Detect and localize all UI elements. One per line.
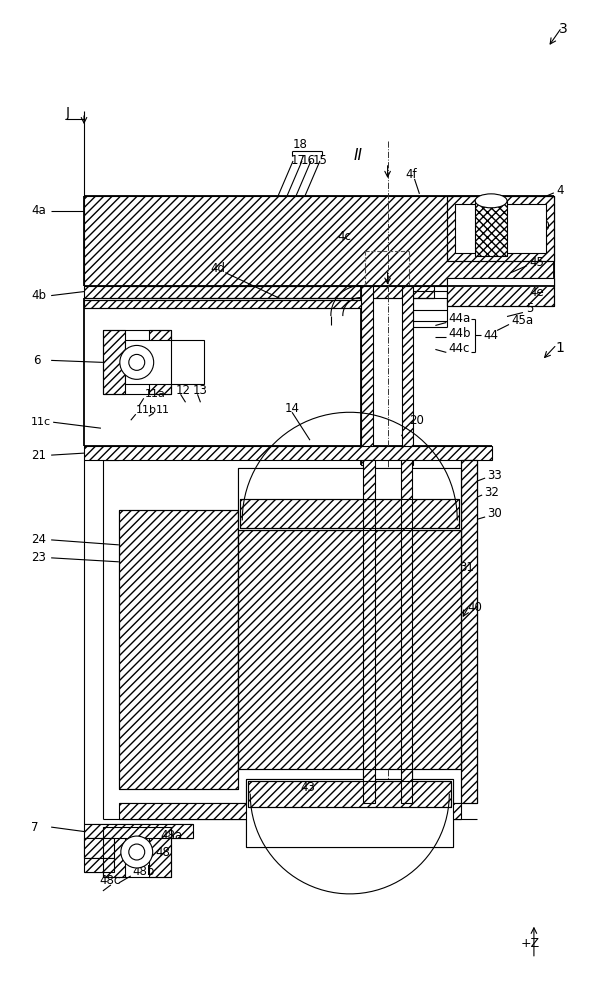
Bar	[84, 838, 114, 858]
Text: 48: 48	[156, 846, 171, 859]
Bar	[447, 196, 554, 261]
Text: 10: 10	[536, 220, 551, 233]
Text: 11c: 11c	[31, 417, 51, 427]
Bar	[246, 779, 453, 847]
Text: J: J	[66, 106, 70, 120]
Text: 12: 12	[175, 384, 191, 397]
Bar	[401, 286, 413, 465]
Bar	[84, 300, 363, 308]
Bar	[447, 278, 554, 306]
Bar	[456, 204, 546, 253]
Bar	[400, 460, 412, 803]
Text: 44a: 44a	[448, 312, 471, 325]
Bar	[103, 827, 171, 877]
Circle shape	[121, 836, 153, 868]
Text: 33: 33	[487, 469, 502, 482]
Text: 23: 23	[31, 551, 46, 564]
Circle shape	[129, 354, 145, 370]
Text: 13: 13	[192, 384, 207, 397]
Text: 4d: 4d	[210, 262, 225, 275]
Ellipse shape	[475, 194, 507, 208]
Bar	[103, 330, 125, 394]
Text: 1: 1	[556, 341, 565, 355]
Bar	[248, 781, 451, 807]
Text: 4f: 4f	[406, 168, 417, 181]
Bar	[461, 460, 477, 803]
Bar	[84, 446, 492, 460]
Text: 18: 18	[293, 138, 308, 151]
Bar	[361, 286, 373, 465]
Text: 43: 43	[300, 781, 315, 794]
Text: 4c: 4c	[338, 230, 352, 243]
Bar	[148, 330, 171, 394]
Bar	[461, 460, 477, 803]
Text: 11: 11	[156, 405, 169, 415]
Text: 45a: 45a	[511, 314, 533, 327]
Circle shape	[129, 844, 145, 860]
Text: 5: 5	[526, 302, 533, 315]
Bar	[248, 781, 451, 807]
Bar	[119, 510, 238, 789]
Text: 48c: 48c	[99, 874, 120, 887]
Text: 21: 21	[31, 449, 46, 462]
Text: 14: 14	[285, 402, 300, 415]
Text: 19: 19	[534, 237, 549, 250]
Text: II: II	[354, 148, 363, 163]
Bar	[238, 530, 461, 769]
Bar	[119, 803, 461, 819]
Text: 24: 24	[31, 533, 46, 546]
Bar	[103, 827, 125, 877]
Bar	[240, 499, 459, 528]
Bar	[148, 827, 171, 877]
Text: 48a: 48a	[160, 829, 183, 842]
Bar	[119, 510, 238, 789]
Bar	[475, 201, 507, 256]
Text: 16: 16	[301, 154, 316, 167]
Bar	[84, 196, 554, 286]
Text: 15: 15	[313, 154, 328, 167]
Bar	[238, 530, 461, 769]
Text: 6: 6	[33, 354, 41, 367]
Text: 44c: 44c	[448, 342, 470, 355]
Text: 3: 3	[559, 22, 567, 36]
Text: 4: 4	[557, 184, 564, 197]
Bar	[240, 499, 459, 528]
Text: 17: 17	[291, 154, 306, 167]
Circle shape	[120, 345, 154, 379]
Text: 44b: 44b	[448, 327, 471, 340]
Bar	[363, 460, 374, 803]
Text: 19a: 19a	[523, 204, 545, 217]
Text: +Z: +Z	[521, 937, 540, 950]
Bar	[447, 278, 554, 306]
Bar	[125, 340, 204, 384]
Text: 45: 45	[529, 256, 544, 269]
Text: 4e: 4e	[529, 286, 544, 299]
Text: 40: 40	[467, 601, 482, 614]
Bar	[84, 858, 114, 872]
Bar	[238, 468, 461, 530]
Text: 32: 32	[484, 486, 499, 499]
Bar	[103, 330, 171, 394]
Text: 4b: 4b	[31, 289, 46, 302]
Text: 11b: 11b	[136, 405, 157, 415]
Bar	[447, 196, 554, 261]
Bar	[84, 824, 194, 838]
Text: 44: 44	[483, 329, 498, 342]
Bar	[84, 286, 435, 298]
Bar	[447, 278, 554, 286]
Text: 31: 31	[459, 561, 474, 574]
Text: 7: 7	[31, 821, 38, 834]
Text: 20: 20	[409, 414, 424, 427]
Text: 48b: 48b	[133, 865, 155, 878]
Text: 30: 30	[487, 507, 502, 520]
Text: 4a: 4a	[31, 204, 46, 217]
Text: 11a: 11a	[145, 389, 166, 399]
